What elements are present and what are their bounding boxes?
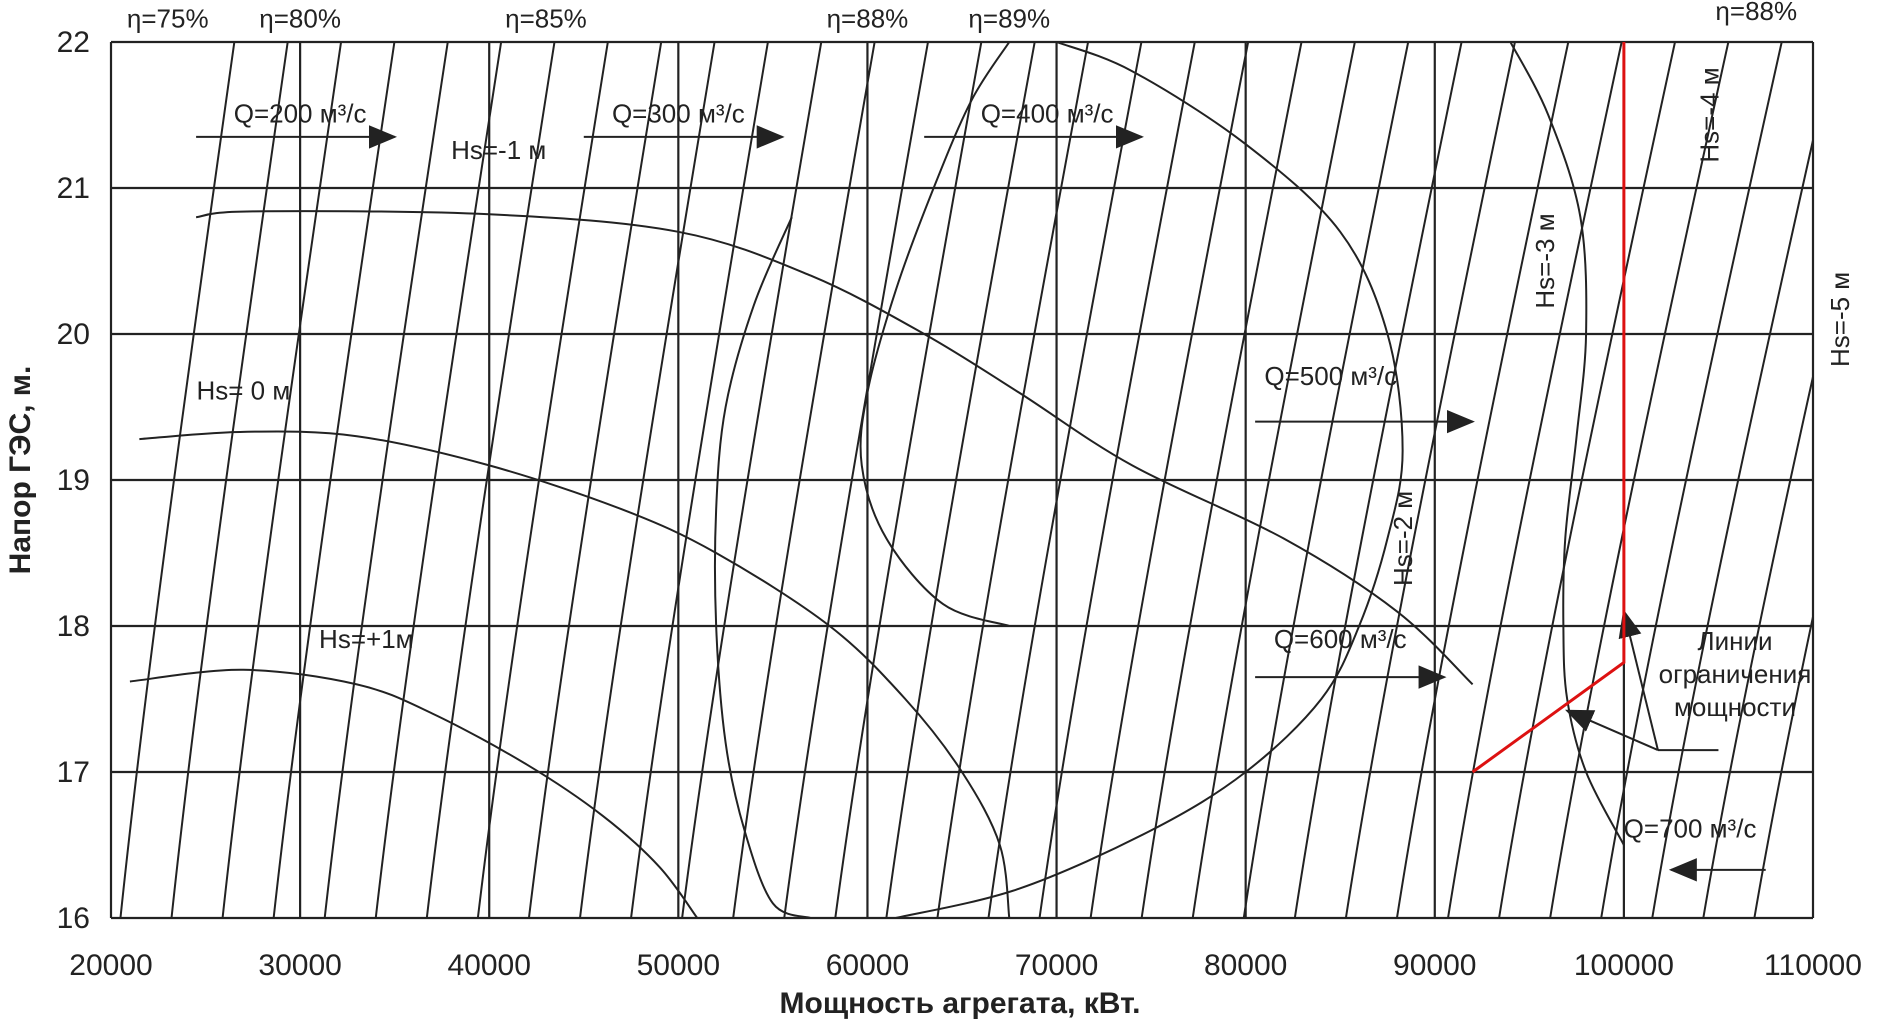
- arrows: [196, 125, 1766, 882]
- discharge-iso-line: [885, 42, 1036, 918]
- power-limit-line: [1471, 42, 1626, 774]
- discharge-iso-line: [1344, 42, 1516, 918]
- discharge-iso-line: [323, 42, 449, 918]
- efficiency-label: η=80%: [259, 3, 341, 33]
- discharge-iso-line: [1293, 42, 1463, 918]
- x-tick-label: 90000: [1393, 949, 1476, 982]
- discharge-iso-line: [783, 42, 929, 918]
- y-tick-label: 16: [57, 902, 90, 935]
- discharge-iso-line: [1038, 42, 1196, 918]
- efficiency-curve: [859, 42, 1011, 627]
- efficiency-label: η=85%: [505, 3, 587, 33]
- x-tick-label: 70000: [1015, 949, 1098, 982]
- x-tick-label: 100000: [1574, 949, 1674, 982]
- discharge-label: Q=600 м³/с: [1274, 624, 1407, 654]
- discharge-iso-line: [1498, 42, 1676, 918]
- discharge-iso-line: [1651, 135, 1813, 918]
- discharge-label: Q=300 м³/с: [612, 98, 745, 128]
- discharge-iso-line: [681, 42, 823, 918]
- discharge-iso-line: [1395, 42, 1570, 918]
- efficiency-curve: [713, 216, 812, 918]
- discharge-label: Q=500 м³/с: [1264, 361, 1397, 391]
- power-limit-label-line-2: ограничения: [1659, 659, 1812, 689]
- discharge-iso-line: [476, 42, 609, 918]
- discharge-iso-line: [834, 42, 983, 918]
- suction-height-label: Hs= 0 м: [197, 376, 291, 406]
- y-tick-label: 17: [57, 756, 90, 789]
- suction-height-label-vertical: Hs=-2 м: [1388, 491, 1418, 586]
- y-tick-label: 22: [57, 26, 90, 59]
- discharge-iso-line: [527, 42, 663, 918]
- discharge-iso-line: [1140, 42, 1303, 918]
- discharge-iso-line: [1089, 42, 1250, 918]
- discharge-iso-line: [1600, 42, 1783, 918]
- efficiency-label: η=89%: [968, 3, 1050, 33]
- efficiency-label: η=88%: [827, 3, 909, 33]
- discharge-iso-line: [630, 42, 769, 918]
- efficiency-label: η=88%: [1715, 0, 1797, 26]
- power-limit-label-line-3: мощности: [1674, 692, 1796, 722]
- discharge-iso-line: [936, 42, 1090, 918]
- x-tick-label: 50000: [637, 949, 720, 982]
- suction-height-curve: [195, 210, 1474, 686]
- discharge-iso-line: [1191, 42, 1356, 918]
- discharge-label: Q=200 м³/с: [234, 98, 367, 128]
- discharge-iso-line: [732, 42, 876, 918]
- suction-height-label: Hs=+1м: [319, 624, 413, 654]
- efficiency-label: η=75%: [127, 3, 209, 33]
- discharge-iso-line: [425, 42, 556, 918]
- discharge-iso-line: [1242, 42, 1410, 918]
- efficiency-curve: [895, 42, 1404, 918]
- discharge-iso-line: [119, 42, 236, 918]
- x-tick-label: 80000: [1204, 949, 1287, 982]
- discharge-label: Q=400 м³/с: [981, 98, 1114, 128]
- suction-height-label-vertical: Hs=-4 м: [1694, 67, 1724, 162]
- suction-height-label-vertical: Hs=-3 м: [1530, 213, 1560, 308]
- discharge-iso-line: [221, 42, 343, 918]
- suction-height-label: Hs=-1 м: [451, 135, 546, 165]
- suction-height-curve: [129, 668, 699, 918]
- discharge-iso-line: [170, 42, 289, 918]
- discharge-iso-line: [987, 42, 1143, 918]
- discharge-iso-line: [579, 42, 716, 918]
- y-tick-label: 19: [57, 464, 90, 497]
- discharge-iso-line: [1753, 611, 1813, 918]
- discharge-label: Q=700 м³/с: [1624, 814, 1757, 844]
- y-axis-title: Напор ГЭС, м.: [4, 366, 37, 575]
- discharge-iso-line: [1447, 42, 1623, 918]
- suction-height-curve: [139, 430, 1011, 918]
- x-tick-label: 40000: [448, 949, 531, 982]
- discharge-iso-line: [272, 42, 396, 918]
- power-limit-leader: [1618, 609, 1659, 751]
- power-limit-leader: [1565, 709, 1659, 752]
- y-tick-label: 18: [57, 610, 90, 643]
- tick-labels: 20000 30000 40000 50000 60000 70000 80000 90000…: [57, 26, 1862, 982]
- y-tick-label: 21: [57, 172, 90, 205]
- discharge-iso-lines: [119, 42, 1813, 918]
- x-tick-label: 20000: [69, 949, 152, 982]
- x-axis-title: Мощность агрегата, кВт.: [780, 987, 1141, 1020]
- discharge-iso-line: [1702, 371, 1813, 918]
- x-tick-label: 60000: [826, 949, 909, 982]
- x-tick-label: 30000: [258, 949, 341, 982]
- power-limit-label: Линии ограничения мощности: [1659, 626, 1812, 722]
- discharge-iso-line: [374, 42, 503, 918]
- suction-height-label-vertical: Hs=-5 м: [1825, 272, 1855, 367]
- annotations: η=75% η=80% η=85% η=88% η=89% η=88% Q=200 м³/с…: [127, 0, 1855, 844]
- x-tick-label: 110000: [1764, 949, 1862, 982]
- power-limit-lines: [1471, 42, 1626, 774]
- power-limit-label-line-1: Линии: [1698, 626, 1773, 656]
- y-tick-label: 20: [57, 318, 90, 351]
